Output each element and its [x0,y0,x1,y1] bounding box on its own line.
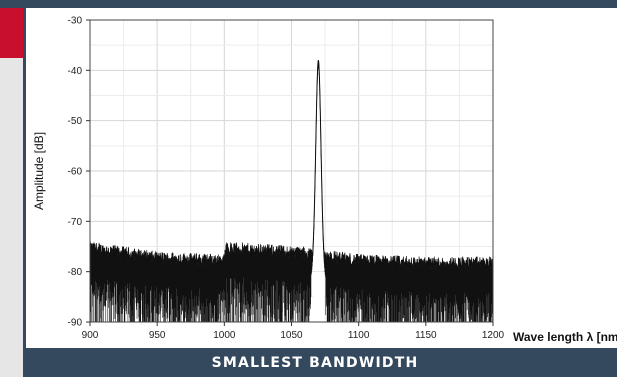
caption-bar: SMALLEST BANDWIDTH [23,348,617,377]
spectrum-chart: 900 950 1000 1050 1100 1150 1200 -30 -40 -50 -60 -7… [32,16,617,345]
spectrum-peak [307,60,329,276]
y-tick-label: -50 [68,116,83,127]
x-tick-label: 950 [149,330,166,341]
x-axis-title: Wave length λ [nm [513,330,617,344]
frame-border [23,8,26,348]
left-side-strip [0,8,23,377]
x-tick-label: 1050 [280,330,303,341]
x-tick-label: 1000 [213,330,236,341]
top-header-band [0,0,617,8]
spectrum-envelope [89,60,494,270]
x-tick-label: 1200 [482,330,505,341]
y-tick-label: -60 [68,167,83,178]
red-accent-block [0,8,23,58]
caption-title: SMALLEST BANDWIDTH [211,354,419,371]
y-axis-title: Amplitude [dB] [32,132,46,210]
y-tick-label: -30 [68,16,83,27]
y-tick-label: -70 [68,217,83,228]
y-tick-label: -40 [68,66,83,77]
y-tick-label: -80 [68,267,83,278]
x-tick-label: 900 [82,330,99,341]
x-tick-label: 1100 [348,330,370,341]
chart-area: 900 950 1000 1050 1100 1150 1200 -30 -40 -50 -60 -7… [26,8,617,348]
x-tick-label: 1150 [415,330,437,341]
y-tick-label: -90 [68,318,83,329]
peak-gap [313,271,324,322]
axis-ticks: 900 950 1000 1050 1100 1150 1200 -30 -40 -50 -60 -7… [68,16,505,342]
